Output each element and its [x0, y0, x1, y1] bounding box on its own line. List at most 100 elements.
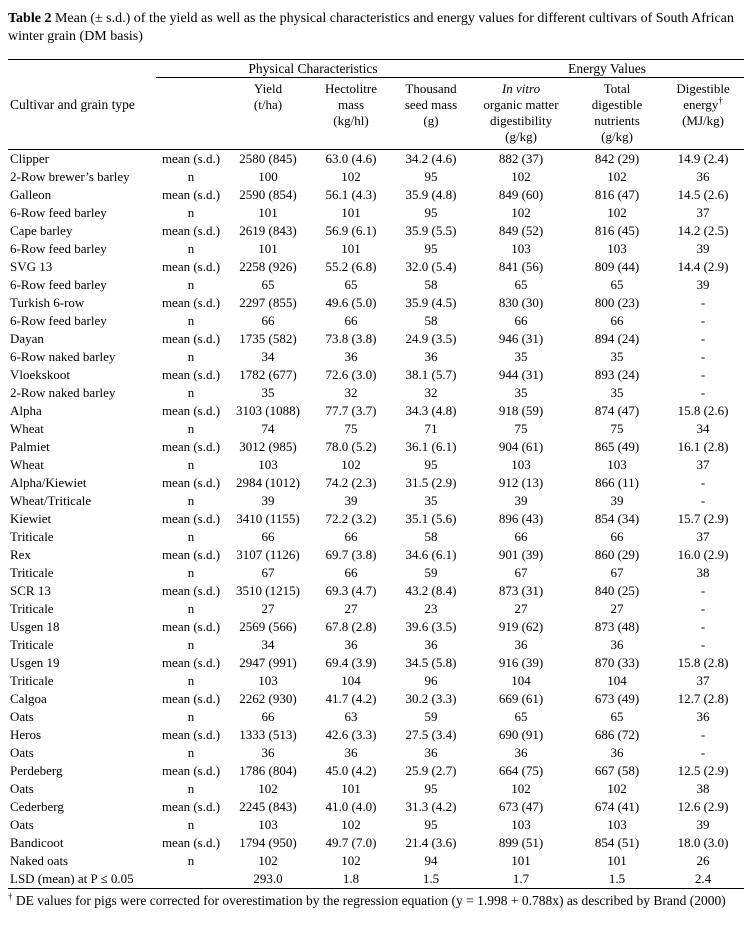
table-row: Kiewiet mean (s.d.) 3410 (1155) 72.2 (3.2) 3… — [8, 510, 744, 528]
value-cell: 14.4 (2.9) — [677, 259, 729, 274]
value-cell: 944 (31) — [498, 367, 544, 382]
value-cell: 35.9 (4.5) — [405, 295, 457, 310]
value-cell: 36 — [344, 349, 358, 364]
value-cell: 669 (61) — [498, 691, 544, 706]
cultivar-cell: LSD (mean) at P ≤ 0.05 — [8, 870, 156, 889]
table-row: Triticale n 103 104 96 104 104 37 — [8, 672, 744, 690]
value-cell: 865 (49) — [594, 439, 640, 454]
cultivar-cell: 2-Row naked barley — [10, 385, 116, 400]
value-cell: - — [700, 313, 706, 328]
value-cell: 860 (29) — [594, 547, 640, 562]
value-cell: 854 (34) — [594, 511, 640, 526]
value-cell: 35 — [610, 385, 624, 400]
value-cell: 63.0 (4.6) — [325, 151, 377, 166]
table-row: Cape barley mean (s.d.) 2619 (843) 56.9 (6.… — [8, 222, 744, 240]
value-cell: 103 — [607, 817, 627, 832]
value-cell: 690 (91) — [498, 727, 544, 742]
stat-label-cell: mean (s.d.) — [161, 619, 221, 634]
col-header-line: Hectolitre — [325, 81, 377, 96]
value-cell: 35 — [514, 349, 528, 364]
value-cell: 66 — [514, 313, 528, 328]
col-header-line: Total — [603, 81, 631, 96]
table-head: Cultivar and grain type Physical Charact… — [8, 59, 745, 150]
value-cell: 101 — [341, 241, 361, 256]
value-cell: 16.1 (2.8) — [677, 439, 729, 454]
stat-label-cell: n — [187, 385, 195, 400]
value-cell: 103 — [511, 241, 531, 256]
value-cell: 103 — [258, 673, 278, 688]
value-cell: 18.0 (3.0) — [677, 835, 729, 850]
value-cell: 74.2 (2.3) — [325, 475, 377, 490]
value-cell: 101 — [258, 205, 278, 220]
value-cell: 23 — [424, 601, 438, 616]
value-cell: 66 — [514, 529, 528, 544]
value-cell: 830 (30) — [498, 295, 544, 310]
lsd-row: LSD (mean) at P ≤ 0.05 293.0 1.8 1.5 1.7 1.5 2… — [8, 870, 745, 889]
value-cell: 32.0 (5.4) — [405, 259, 457, 274]
value-cell: 65 — [514, 709, 528, 724]
table-row: Naked oats n 102 102 94 101 101 26 — [8, 852, 744, 870]
cultivar-cell: Oats — [10, 709, 34, 724]
value-cell: 104 — [607, 673, 627, 688]
value-cell: 102 — [607, 781, 627, 796]
value-cell: 14.5 (2.6) — [677, 187, 729, 202]
value-cell: 1794 (950) — [239, 835, 297, 850]
value-cell: 71 — [424, 421, 438, 436]
table-row: Heros mean (s.d.) 1333 (513) 42.6 (3.3) 27.5… — [8, 726, 744, 744]
value-cell: 75 — [344, 421, 358, 436]
value-cell: 31.3 (4.2) — [405, 799, 457, 814]
value-cell: 66 — [261, 313, 275, 328]
value-cell: 27.5 (3.4) — [405, 727, 457, 742]
stat-label-cell: mean (s.d.) — [161, 763, 221, 778]
value-cell: 102 — [607, 205, 627, 220]
value-cell: 35.9 (4.8) — [405, 187, 457, 202]
table-row: Palmiet mean (s.d.) 3012 (985) 78.0 (5.2) 36… — [8, 438, 744, 456]
table-row: Alpha mean (s.d.) 3103 (1088) 77.7 (3.7) 34.… — [8, 402, 744, 420]
value-cell: 72.6 (3.0) — [325, 367, 377, 382]
value-cell: - — [700, 619, 706, 634]
cultivar-cell: Naked oats — [10, 853, 69, 868]
table-row: Triticale n 67 66 59 67 67 38 — [8, 564, 744, 582]
table-row: Usgen 18 mean (s.d.) 2569 (566) 67.8 (2.8) 3… — [8, 618, 744, 636]
value-cell: 94 — [424, 853, 438, 868]
table-row: 6-Row feed barley n 101 101 95 102 102 37 — [8, 204, 744, 222]
value-cell: 102 — [341, 169, 361, 184]
stat-label-cell: mean (s.d.) — [161, 655, 221, 670]
value-cell: 3107 (1126) — [236, 547, 300, 562]
value-cell: 103 — [607, 241, 627, 256]
value-cell: 25.9 (2.7) — [405, 763, 457, 778]
value-cell: 66 — [344, 565, 358, 580]
value-cell: 96 — [424, 673, 438, 688]
value-cell: 26 — [696, 853, 710, 868]
value-cell: 32 — [424, 385, 438, 400]
value-cell: 58 — [424, 313, 438, 328]
value-cell: - — [700, 727, 706, 742]
stat-label-cell: n — [187, 241, 195, 256]
value-cell: 55.2 (6.8) — [325, 259, 377, 274]
value-cell: 15.8 (2.6) — [677, 403, 729, 418]
value-cell: 894 (24) — [594, 331, 640, 346]
dagger-mark: † — [718, 95, 723, 106]
value-cell: 59 — [424, 709, 438, 724]
value-cell: 67 — [514, 565, 528, 580]
table-row: Rex mean (s.d.) 3107 (1126) 69.7 (3.8) 34.6 … — [8, 546, 744, 564]
value-cell: 66 — [610, 313, 624, 328]
value-cell: 667 (58) — [594, 763, 640, 778]
value-cell: 101 — [341, 205, 361, 220]
value-cell: 24.9 (3.5) — [405, 331, 457, 346]
stat-label-cell: n — [187, 205, 195, 220]
value-cell: 2262 (930) — [239, 691, 297, 706]
stat-label-cell: mean (s.d.) — [161, 223, 221, 238]
cultivar-cell: Vloekskoot — [10, 367, 70, 382]
value-cell: 103 — [511, 457, 531, 472]
value-cell: 38 — [696, 565, 710, 580]
value-cell: 104 — [511, 673, 531, 688]
col-header-cultivar-and-grain-type: Cultivar and grain type — [8, 59, 156, 150]
table-row: Triticale n 66 66 58 66 66 37 — [8, 528, 744, 546]
group-header-energy-values: Energy Values — [470, 59, 745, 78]
value-cell: 21.4 (3.6) — [405, 835, 457, 850]
value-cell: 56.9 (6.1) — [325, 223, 377, 238]
cultivar-cell: Triticale — [10, 529, 54, 544]
value-cell: 35.9 (5.5) — [405, 223, 457, 238]
col-header-hectolitre-mass: Hectolitre mass (kg/hl) — [310, 77, 392, 150]
